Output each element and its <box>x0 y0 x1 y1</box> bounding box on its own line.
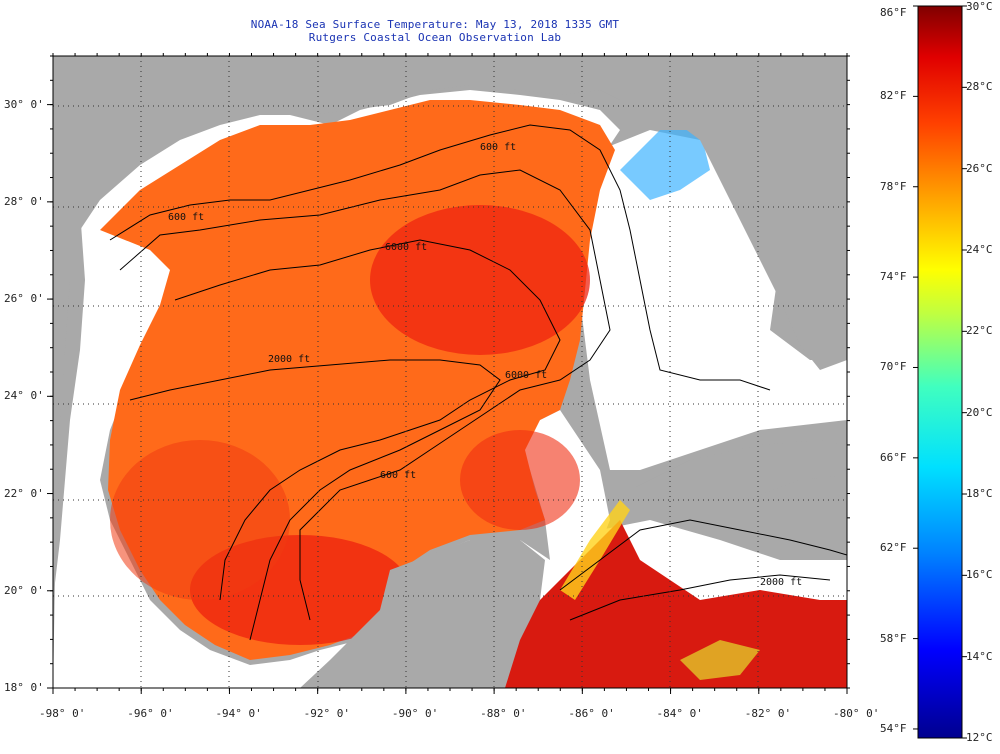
colorbar-fahrenheit-label: 70°F <box>880 360 907 374</box>
bathymetry-contour-caribbean <box>559 519 847 591</box>
contour-label: 6000 ft <box>505 370 547 381</box>
colorbar-fahrenheit-label: 54°F <box>880 721 907 735</box>
colorbar-celsius-label: 20°C <box>966 405 993 419</box>
lat-tick-label: 28° 0' <box>4 194 44 208</box>
sst-cool-streak-south <box>680 640 760 680</box>
sst-caribbean-cool-streak <box>560 500 630 600</box>
lat-tick-label: 26° 0' <box>4 292 44 306</box>
colorbar-fahrenheit-label: 58°F <box>880 631 907 645</box>
colorbar-celsius-label: 24°C <box>966 243 993 256</box>
contour-label: 2000 ft <box>760 577 802 588</box>
colorbar-celsius-label: 28°C <box>966 80 993 94</box>
graticule <box>53 56 847 688</box>
bathymetry-contour-2000ft <box>119 169 611 621</box>
colorbar-celsius-label: 16°C <box>966 568 993 582</box>
axis-ticks <box>47 53 850 694</box>
lat-tick-label: 20° 0' <box>4 583 44 597</box>
lon-tick-label: -96° 0' <box>127 707 174 720</box>
colorbar-fahrenheit-label: 62°F <box>880 541 907 555</box>
sst-hot-zone-bay <box>110 440 290 600</box>
colorbar-celsius-label: 22°C <box>966 324 993 338</box>
colorbar <box>917 5 963 739</box>
north-coast-land <box>53 56 600 688</box>
cuba-land <box>630 440 847 520</box>
colorbar-fahrenheit-label: 82°F <box>880 89 907 103</box>
contour-label: 600 ft <box>168 212 204 223</box>
sst-hot-zone-southeast <box>460 430 580 530</box>
lon-tick-label: -84° 0' <box>656 707 703 720</box>
lon-tick-label: -90° 0' <box>391 707 439 720</box>
lat-tick-label: 18° 0' <box>4 681 44 694</box>
yucatan-land <box>300 540 545 688</box>
bathymetry-contour-inner <box>129 359 501 641</box>
sst-cool-northeast <box>620 130 710 200</box>
contour-label: 600 ft <box>480 142 516 153</box>
colorbar-fahrenheit-label: 66°F <box>880 450 907 464</box>
lon-tick-label: -80° 0' <box>833 707 880 720</box>
lon-tick-label: -98° 0' <box>39 707 86 720</box>
lat-tick-label: 24° 0' <box>4 389 44 403</box>
colorbar-celsius-label: 26°C <box>966 161 993 175</box>
colorbar-fahrenheit-label: 78°F <box>880 179 907 193</box>
lon-tick-label: -88° 0' <box>480 707 527 720</box>
lon-tick-label: -82° 0' <box>744 707 792 720</box>
lat-tick-label: 22° 0' <box>4 486 44 500</box>
colorbar-fahrenheit-label: 74°F <box>880 270 907 284</box>
lat-tick-label: 30° 0' <box>4 97 44 111</box>
contour-label: 600 ft <box>380 470 416 481</box>
colorbar-celsius-label: 30°C <box>966 0 993 13</box>
sst-hot-zone-loop <box>370 205 590 355</box>
colorbar-ticks <box>913 5 967 739</box>
bathymetry-contour-caribbean-2 <box>569 574 831 621</box>
contour-label: 2000 ft <box>268 354 310 365</box>
bathymetry-contour-600ft <box>109 124 771 391</box>
lon-tick-label: -86° 0' <box>568 707 615 720</box>
map-subtitle: Rutgers Coastal Ocean Observation Lab <box>308 31 562 44</box>
bathymetry-contour-6000ft <box>174 239 561 601</box>
colorbar-fahrenheit-label: 86°F <box>880 6 907 19</box>
florida-land <box>600 56 847 370</box>
colorbar-celsius-label: 14°C <box>966 649 993 663</box>
lon-tick-label: -92° 0' <box>303 707 351 720</box>
contour-label: 6000 ft <box>385 242 427 253</box>
colorbar-celsius-label: 12°C <box>966 731 993 744</box>
lon-tick-label: -94° 0' <box>215 707 262 720</box>
map-title: NOAA-18 Sea Surface Temperature: May 13,… <box>250 18 620 31</box>
colorbar-celsius-label: 18°C <box>966 487 993 500</box>
